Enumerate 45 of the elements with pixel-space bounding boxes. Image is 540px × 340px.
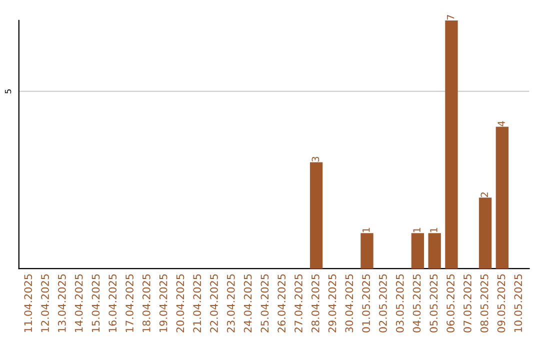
data-label: 3 bbox=[312, 156, 320, 162]
data-label: 1 bbox=[362, 228, 370, 232]
x-tick-label: 14.04.2025 bbox=[74, 274, 83, 332]
x-tick-label: 03.05.2025 bbox=[396, 274, 404, 332]
bar bbox=[496, 126, 508, 269]
data-label: 2 bbox=[480, 192, 488, 197]
x-tick-label: 13.04.2025 bbox=[58, 274, 66, 332]
x-tick-label: 26.04.2025 bbox=[278, 274, 286, 332]
x-tick-label: 30.04.2025 bbox=[345, 274, 354, 332]
data-label: 1 bbox=[430, 228, 438, 232]
x-tick-label: 21.04.2025 bbox=[193, 274, 202, 332]
ref-line-label: 5 bbox=[4, 89, 12, 94]
x-tick-label: 02.05.2025 bbox=[379, 274, 387, 332]
bar bbox=[360, 233, 374, 269]
x-tick-label: 28.04.2025 bbox=[311, 274, 320, 332]
x-tick-label: 23.04.2025 bbox=[226, 274, 235, 332]
bar bbox=[428, 233, 441, 269]
x-tick-label: 10.05.2025 bbox=[514, 274, 522, 332]
x-tick-label: 25.04.2025 bbox=[260, 274, 269, 332]
x-tick-label: 01.05.2025 bbox=[362, 274, 370, 332]
x-tick-label: 20.04.2025 bbox=[176, 274, 184, 332]
bar bbox=[445, 20, 458, 269]
data-label: 1 bbox=[413, 228, 420, 232]
bar bbox=[478, 198, 492, 269]
data-label: 4 bbox=[498, 121, 505, 126]
x-tick-label: 24.04.2025 bbox=[244, 274, 252, 332]
x-tick-label: 18.04.2025 bbox=[142, 274, 150, 332]
x-tick-label: 08.05.2025 bbox=[480, 274, 488, 332]
x-tick-label: 09.05.2025 bbox=[497, 274, 506, 332]
x-tick-label: 05.05.2025 bbox=[430, 274, 438, 332]
x-tick-label: 16.04.2025 bbox=[108, 274, 117, 332]
x-tick-label: 27.04.2025 bbox=[294, 274, 302, 332]
x-tick-label: 22.04.2025 bbox=[210, 274, 218, 332]
x-tick-label: 19.04.2025 bbox=[159, 274, 168, 332]
bar bbox=[411, 233, 424, 269]
x-tick-label: 04.05.2025 bbox=[412, 274, 421, 332]
x-tick-label: 07.05.2025 bbox=[464, 274, 472, 332]
x-tick-label: 12.04.2025 bbox=[41, 274, 49, 332]
x-tick-label: 11.04.2025 bbox=[24, 274, 32, 332]
x-tick-label: 29.04.2025 bbox=[328, 274, 336, 332]
x-tick-label: 06.05.2025 bbox=[446, 274, 454, 332]
bar bbox=[310, 162, 323, 269]
x-tick-label: 17.04.2025 bbox=[126, 274, 134, 332]
data-label: 7 bbox=[447, 15, 454, 20]
x-tick-label: 15.04.2025 bbox=[92, 274, 100, 332]
